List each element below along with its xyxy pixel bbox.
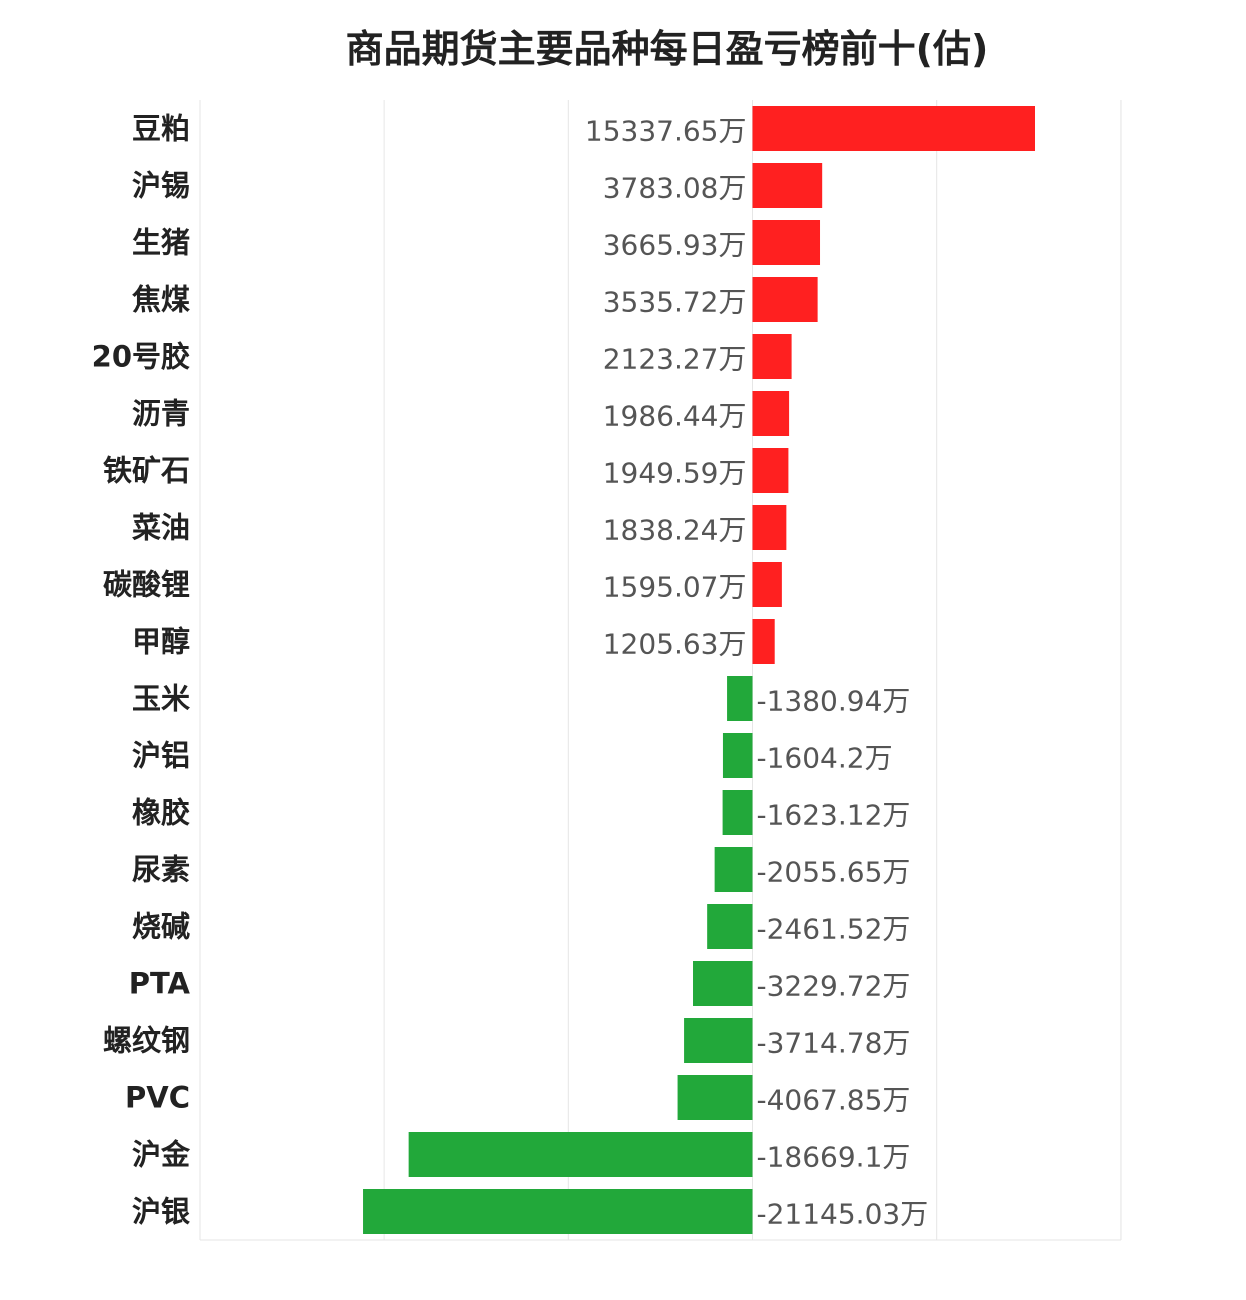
bar-螺纹钢 xyxy=(684,1018,753,1063)
bar-甲醇 xyxy=(752,619,775,664)
value-label: -2055.65万 xyxy=(757,856,911,889)
bar-沪金 xyxy=(408,1132,753,1177)
value-label: 1838.24万 xyxy=(603,514,747,547)
category-label: 焦煤 xyxy=(132,283,190,317)
chart-title: 商品期货主要品种每日盈亏榜前十(估) xyxy=(345,27,989,71)
value-label: 1949.59万 xyxy=(603,457,747,490)
category-label: 沪银 xyxy=(132,1195,190,1229)
category-label: 沪锡 xyxy=(132,169,190,203)
value-labels: 15337.65万 3783.08万 3665.93万 3535.72万 2123.27… xyxy=(585,115,928,1231)
category-label: 沥青 xyxy=(132,397,190,431)
category-label: PTA xyxy=(129,967,191,1001)
bar-豆粕 xyxy=(752,106,1035,151)
value-label: -1604.2万 xyxy=(757,742,893,775)
value-label: -4067.85万 xyxy=(757,1084,911,1117)
value-label: 1205.63万 xyxy=(603,628,747,661)
value-label: 1986.44万 xyxy=(603,400,747,433)
value-label: -3229.72万 xyxy=(757,970,911,1003)
bar-烧碱 xyxy=(707,904,753,949)
category-label: 铁矿石 xyxy=(103,454,190,488)
bar-尿素 xyxy=(714,847,753,892)
category-label: 橡胶 xyxy=(132,796,190,830)
bar-生猪 xyxy=(752,220,821,265)
category-label: 螺纹钢 xyxy=(103,1024,190,1058)
category-label: 烧碱 xyxy=(132,910,190,944)
bar-沥青 xyxy=(752,391,790,436)
category-label: 尿素 xyxy=(132,853,190,887)
bar-沪铝 xyxy=(722,733,753,778)
bars xyxy=(363,106,1035,1234)
value-label: -18669.1万 xyxy=(757,1141,911,1174)
category-label: 玉米 xyxy=(132,682,190,716)
bar-20号胶 xyxy=(752,334,792,379)
category-label: PVC xyxy=(125,1081,190,1115)
bar-沪锡 xyxy=(752,163,823,208)
bar-焦煤 xyxy=(752,277,818,322)
category-label: 豆粕 xyxy=(132,112,190,146)
value-label: 15337.65万 xyxy=(585,115,747,148)
value-label: 3535.72万 xyxy=(603,286,747,319)
value-label: 3665.93万 xyxy=(603,229,747,262)
value-label: -1380.94万 xyxy=(757,685,911,718)
bar-碳酸锂 xyxy=(752,562,782,607)
category-label: 沪铝 xyxy=(132,739,190,773)
category-label: 甲醇 xyxy=(132,625,190,659)
value-label: -2461.52万 xyxy=(757,913,911,946)
bar-铁矿石 xyxy=(752,448,789,493)
category-label: 生猪 xyxy=(132,226,190,260)
value-label: -3714.78万 xyxy=(757,1027,911,1060)
category-label: 菜油 xyxy=(132,511,190,545)
value-label: -21145.03万 xyxy=(757,1198,929,1231)
category-label: 碳酸锂 xyxy=(103,568,190,602)
bar-橡胶 xyxy=(722,790,753,835)
bar-PVC xyxy=(677,1075,753,1120)
value-label: 3783.08万 xyxy=(603,172,747,205)
bar-玉米 xyxy=(727,676,753,721)
category-label: 20号胶 xyxy=(92,340,190,374)
value-label: 1595.07万 xyxy=(603,571,747,604)
category-label: 沪金 xyxy=(132,1138,191,1172)
value-label: -1623.12万 xyxy=(757,799,911,832)
bar-菜油 xyxy=(752,505,787,550)
grid-lines xyxy=(199,100,1122,1241)
value-label: 2123.27万 xyxy=(603,343,747,376)
bar-沪银 xyxy=(363,1189,753,1234)
bar-PTA xyxy=(693,961,753,1006)
